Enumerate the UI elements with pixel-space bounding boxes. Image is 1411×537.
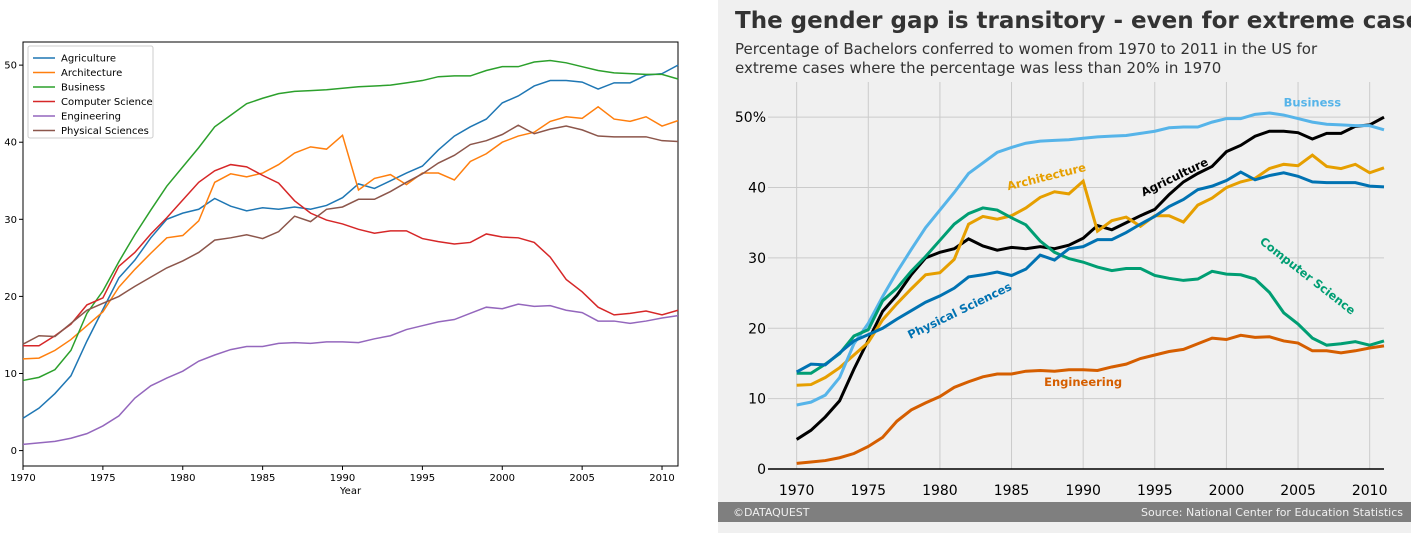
left-y-tick-label: 0 <box>11 446 17 457</box>
left-x-tick-label: 2005 <box>569 473 594 484</box>
right-x-tick-label: 2010 <box>1352 483 1388 499</box>
left-x-tick-label: 1970 <box>10 473 35 484</box>
right-series-line-computer-science <box>796 206 1385 375</box>
right-chart-svg: 0 10 20 30 40 50% 1970 1975 1980 1985 1990 1995 2000… <box>735 82 1388 499</box>
right-x-tick-label: 1975 <box>850 483 886 499</box>
left-y-tick-label: 50 <box>4 61 17 72</box>
left-series-line-physical-sciences <box>22 124 679 345</box>
right-x-tick-label: 2005 <box>1280 483 1316 499</box>
left-y-tick-label: 20 <box>4 292 17 303</box>
left-legend-label-architecture: Architecture <box>61 68 122 79</box>
left-legend-box <box>27 45 154 139</box>
left-x-tick-label: 1975 <box>90 473 115 484</box>
right-annotation-engineering: Engineering <box>1044 375 1122 389</box>
right-y-tick-label: 10 <box>748 392 766 408</box>
left-legend-label-engineering: Engineering <box>61 112 121 123</box>
right-series-line-business <box>796 111 1385 407</box>
right-series-line-architecture <box>796 153 1385 387</box>
chart-subtitle: Percentage of Bachelors conferred to wom… <box>735 40 1318 77</box>
left-x-tick-label: 1990 <box>330 473 355 484</box>
left-legend-label-business: Business <box>61 83 105 94</box>
left-legend-label-agriculture: Agriculture <box>61 54 116 65</box>
right-y-tick-label: 20 <box>748 321 766 337</box>
right-y-tick-label: 50% <box>735 110 766 126</box>
right-y-tick-label: 40 <box>748 181 766 197</box>
left-x-tick-label: 1985 <box>250 473 275 484</box>
right-x-tick-label: 1995 <box>1137 483 1173 499</box>
left-series-line-agriculture <box>22 64 679 419</box>
left-series-line-architecture <box>22 105 679 360</box>
right-annotation-computer-science: Computer Science <box>1257 234 1358 317</box>
right-series-line-physical-sciences <box>795 170 1385 374</box>
right-series-line-engineering <box>796 333 1385 465</box>
right-x-tick-label: 1980 <box>922 483 958 499</box>
left-y-tick-label: 40 <box>4 138 17 149</box>
right-x-tick-label: 1985 <box>994 483 1030 499</box>
left-y-tick-label: 10 <box>4 369 17 380</box>
footer-source: Source: National Center for Education St… <box>1140 506 1403 519</box>
left-series-line-computer-science <box>23 163 679 347</box>
left-x-tick-label: 1980 <box>170 473 195 484</box>
right-x-tick-label: 1990 <box>1065 483 1101 499</box>
right-chart-panel: The gender gap is transitory - even for … <box>718 0 1411 533</box>
right-y-tick-label: 30 <box>748 251 766 267</box>
left-y-tick-label: 30 <box>4 215 17 226</box>
left-series-line-engineering <box>22 303 679 446</box>
right-y-tick-label: 0 <box>757 462 766 478</box>
left-x-tick-label: 2010 <box>649 473 674 484</box>
left-legend-label-computer-science: Computer Science <box>61 97 153 108</box>
left-x-axis-label: Year <box>339 486 362 497</box>
left-chart-svg: 1970 1975 1980 1985 1990 1995 2000 2005 2010 0 10 2… <box>4 41 679 497</box>
right-annotation-physical-sciences: Physical Sciences <box>905 279 1014 342</box>
left-x-tick-label: 1995 <box>410 473 435 484</box>
right-annotation-business: Business <box>1284 96 1342 110</box>
chart-title: The gender gap is transitory - even for … <box>735 8 1411 34</box>
left-legend: Agriculture Architecture Business Computer … <box>27 45 154 139</box>
right-annotation-agriculture: Agriculture <box>1139 155 1211 200</box>
right-series-line-agriculture <box>795 115 1385 441</box>
footer-bar: ©DATAQUEST Source: National Center for E… <box>718 502 1411 522</box>
left-series-line-business <box>22 59 679 382</box>
right-x-tick-label: 1970 <box>779 483 815 499</box>
left-legend-label-physical-sciences: Physical Sciences <box>61 126 149 137</box>
right-x-tick-label: 2000 <box>1209 483 1245 499</box>
left-chart: 1970 1975 1980 1985 1990 1995 2000 2005 2010 0 10 2… <box>0 0 700 533</box>
footer-credit: ©DATAQUEST <box>733 506 810 519</box>
left-x-tick-label: 2000 <box>490 473 515 484</box>
